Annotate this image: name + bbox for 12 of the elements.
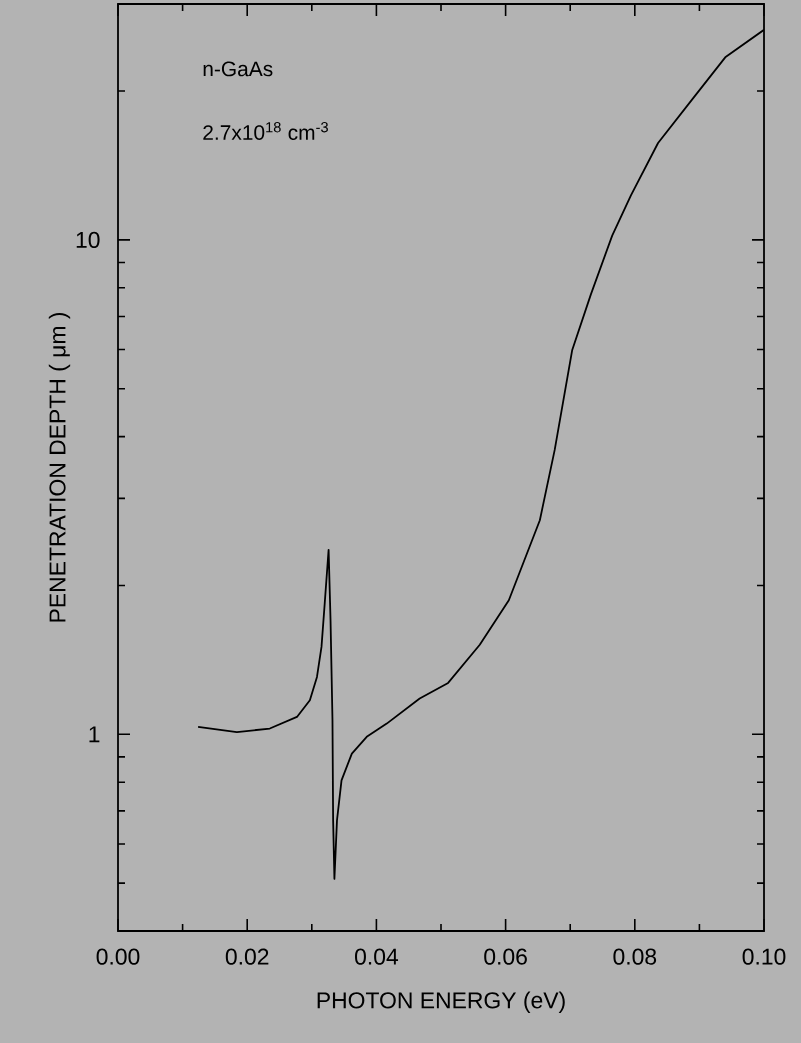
y-axis-title: PENETRATION DEPTH ( μm ) xyxy=(48,312,71,622)
x-axis-title: PHOTON ENERGY (eV) xyxy=(317,991,565,1013)
x-tick-label: 0.00 xyxy=(96,948,140,965)
x-tick-label: 0.04 xyxy=(355,948,399,965)
x-tick-label: 0.02 xyxy=(225,948,269,965)
x-tick-label: 0.08 xyxy=(613,948,657,965)
y-tick-label: 1 xyxy=(89,726,100,743)
y-tick-label: 10 xyxy=(76,231,100,248)
annotation: 2.7x10$^{18}$ cm$^{-3}$ xyxy=(203,122,328,140)
x-tick-label: 0.06 xyxy=(484,948,527,965)
x-tick-label: 0.10 xyxy=(742,948,786,965)
annotation: n-GaAs xyxy=(203,61,273,77)
